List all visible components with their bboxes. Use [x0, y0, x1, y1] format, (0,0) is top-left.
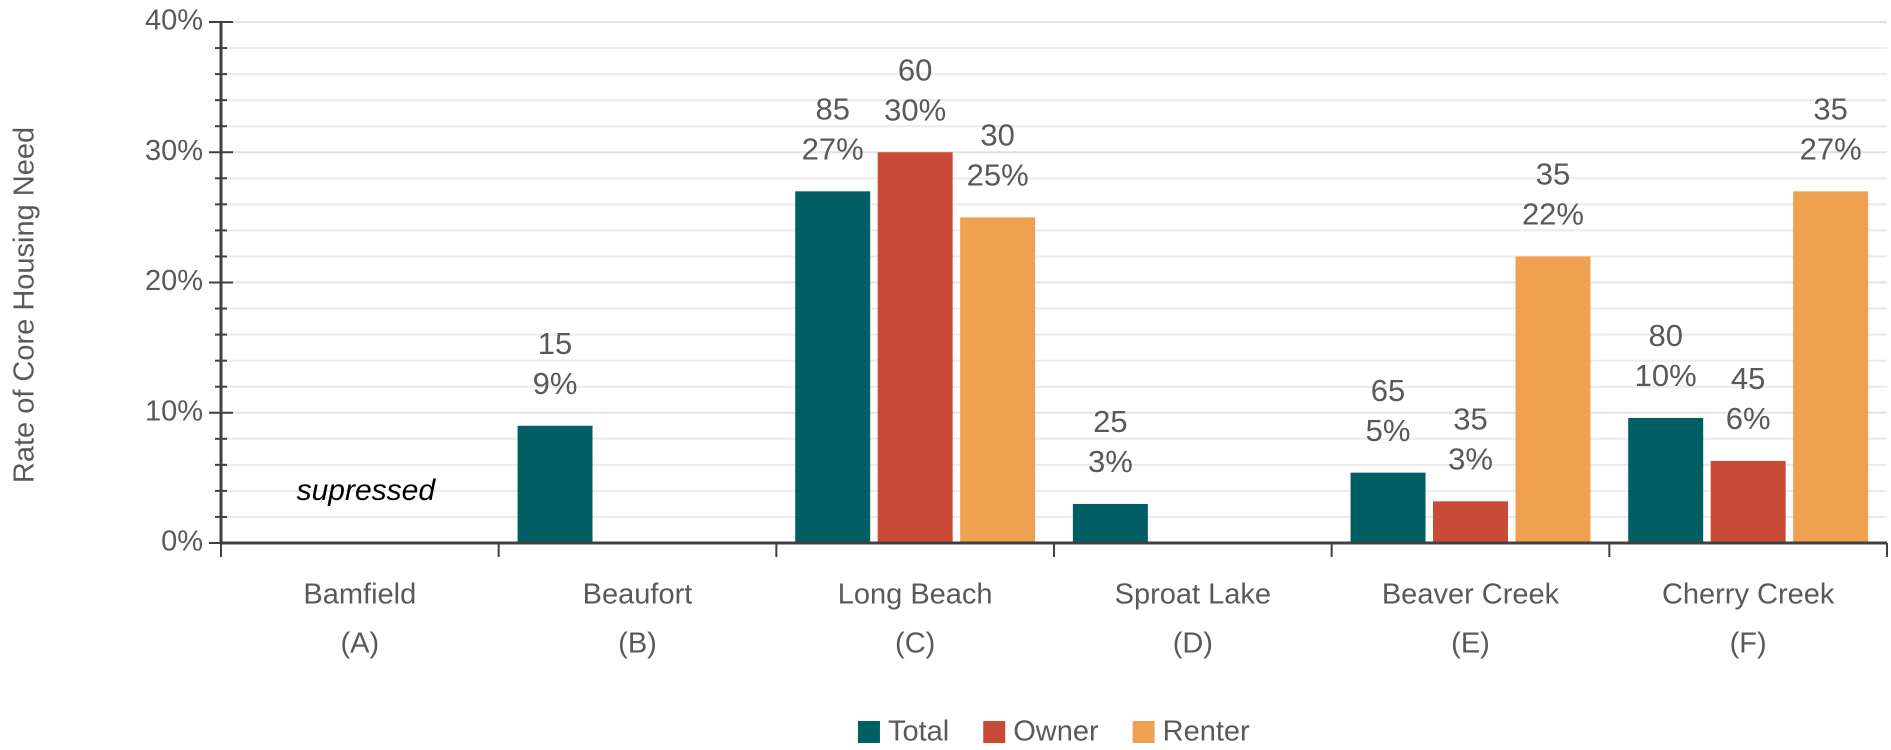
x-tick-label: Beaver Creek [1382, 579, 1560, 611]
x-tick-label: (E) [1451, 628, 1490, 660]
bar [1710, 460, 1786, 543]
count-label: 60 [898, 52, 932, 87]
count-label: 35 [1813, 92, 1847, 127]
data-label: 27% [1800, 132, 1862, 167]
y-tick-label: 0% [161, 526, 203, 558]
y-tick-label: 30% [145, 135, 203, 167]
count-label: 35 [1536, 157, 1570, 192]
count-label: 30 [980, 118, 1014, 153]
x-tick-label: Sproat Lake [1115, 579, 1271, 611]
data-label: 3% [1448, 442, 1493, 477]
x-tick-label: Beaufort [583, 579, 693, 611]
bar [1515, 256, 1591, 543]
x-tick-label: (D) [1173, 628, 1213, 660]
x-tick-label: Long Beach [838, 579, 993, 611]
data-label: 22% [1522, 197, 1584, 232]
data-label: 6% [1726, 401, 1771, 436]
data-label: 10% [1635, 358, 1697, 393]
data-label: 9% [533, 366, 578, 401]
legend-swatch [983, 721, 1006, 743]
count-label: 85 [815, 92, 849, 127]
count-label: 35 [1453, 402, 1487, 437]
x-tick-label: (F) [1730, 628, 1767, 660]
y-tick-label: 40% [145, 5, 203, 37]
legend-label: Owner [1013, 716, 1099, 748]
x-tick-label: (C) [895, 628, 935, 660]
legend: Total Owner Renter [857, 716, 1250, 748]
y-tick-label: 10% [145, 395, 203, 427]
legend-swatch [1132, 721, 1155, 743]
x-tick-label: Bamfield [303, 579, 416, 611]
legend-swatch [857, 721, 880, 743]
bar [960, 217, 1036, 543]
legend-label: Total [888, 716, 949, 748]
legend-label: Renter [1163, 716, 1250, 748]
x-tick-label: Cherry Creek [1662, 579, 1835, 611]
data-label: 25% [967, 158, 1029, 193]
bar [1793, 191, 1869, 543]
bar [795, 191, 871, 543]
annotation: supressed [297, 474, 437, 507]
x-tick-label: (A) [340, 628, 379, 660]
bar [1628, 417, 1704, 543]
bar [1433, 501, 1508, 543]
y-tick-label: 20% [145, 265, 203, 297]
count-label: 15 [538, 326, 572, 361]
count-label: 65 [1371, 373, 1405, 408]
bar [1072, 503, 1148, 543]
x-tick-label: (B) [618, 628, 657, 660]
count-label: 45 [1731, 361, 1765, 396]
bar [517, 425, 593, 543]
bar [1350, 472, 1426, 543]
count-label: 25 [1093, 404, 1127, 439]
data-label: 30% [884, 92, 946, 127]
count-label: 80 [1648, 318, 1682, 353]
y-axis-label: Rate of Core Housing Need [9, 127, 41, 483]
data-label: 27% [802, 132, 864, 167]
bar [877, 152, 953, 543]
data-label: 3% [1088, 444, 1133, 479]
data-label: 5% [1366, 413, 1411, 448]
